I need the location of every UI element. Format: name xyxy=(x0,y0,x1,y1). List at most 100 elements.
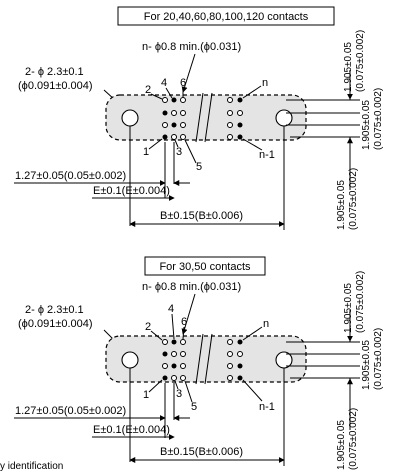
top-right-dim-3a: 1.905±0.05 xyxy=(336,180,347,230)
top-pin xyxy=(162,122,168,128)
bottom-pin-leader xyxy=(242,379,263,402)
bottom-pin xyxy=(180,351,186,357)
top-right-dim-1a: 1.905±0.05 xyxy=(343,42,354,92)
bottom-right-extension xyxy=(286,341,360,379)
top-pin-leader xyxy=(165,87,173,99)
bottom-pin-label-4: 4 xyxy=(168,303,174,315)
top-pin-label-1: 1 xyxy=(143,146,149,158)
bottom-right-dim-2b: (0.075±0.002) xyxy=(373,328,384,390)
top-pin xyxy=(227,110,233,116)
bottom-right-dim-1b: (0.075±0.002) xyxy=(355,271,366,333)
bottom-right-dim-1a: 1.905±0.05 xyxy=(343,283,354,333)
bottom-break-mark xyxy=(195,333,213,385)
bottom-title-box xyxy=(144,256,266,276)
bottom-pin-6 xyxy=(180,339,186,345)
bottom-pin-leader xyxy=(148,379,163,393)
top-right-dim-2a: 1.905±0.05 xyxy=(361,100,372,150)
top-drawing: For 20,40,60,80,100,120 contacts n- ϕ0.8… xyxy=(14,6,384,230)
bottom-pin-4 xyxy=(171,339,177,345)
bottom-pin xyxy=(227,375,233,381)
bottom-dim-b-label: B±0.15(B±0.006) xyxy=(160,446,243,458)
bottom-pin-array xyxy=(162,339,243,381)
top-pin-hole-leader xyxy=(181,53,196,93)
top-pin-n xyxy=(237,97,243,103)
top-mount-hole-left xyxy=(121,109,139,127)
bottom-pin-label-2: 2 xyxy=(145,321,151,333)
bottom-pin-leader xyxy=(171,313,175,340)
bottom-pin xyxy=(180,363,186,369)
bottom-pin-label-6: 6 xyxy=(181,316,187,328)
bottom-pin-hole-label: n- ϕ0.8 min.(ϕ0.031) xyxy=(142,281,241,293)
top-pin xyxy=(180,110,186,116)
bottom-pin-5 xyxy=(180,375,186,381)
bottom-pin-label-3: 3 xyxy=(176,388,182,400)
bottom-extension-lines xyxy=(129,368,285,466)
bottom-pin xyxy=(227,351,233,357)
top-title-box xyxy=(117,6,335,26)
top-pin xyxy=(237,122,243,128)
top-pin xyxy=(237,110,243,116)
bottom-mount-hole-label-1: 2- ϕ 2.3±0.1 xyxy=(25,304,84,316)
bottom-pin-leader xyxy=(150,330,163,341)
bottom-pin-label-n-1: n-1 xyxy=(259,401,275,413)
bottom-pin-2 xyxy=(162,339,168,345)
top-pin-leader xyxy=(148,138,163,150)
top-break-mark xyxy=(195,92,213,143)
top-pin xyxy=(227,134,233,140)
top-mount-hole-label-1: 2- ϕ 2.3±0.1 xyxy=(25,66,84,78)
top-connector-outline xyxy=(105,94,307,141)
top-pin-label-n: n xyxy=(262,77,268,89)
top-pin xyxy=(162,110,168,116)
top-dim-b-label: B±0.15(B±0.006) xyxy=(160,210,243,222)
top-right-extension xyxy=(286,99,360,138)
footer-note: y identification xyxy=(0,461,63,472)
bottom-pin-leader xyxy=(184,380,193,403)
top-pin-label-6: 6 xyxy=(180,77,186,89)
top-dim-e-label: E±0.1(E±0.004) xyxy=(93,185,170,197)
top-pin-label-2: 2 xyxy=(145,84,151,96)
bottom-drawing: For 30,50 contacts n- ϕ0.8 min.(ϕ0.031) … xyxy=(14,256,384,470)
bottom-pin xyxy=(162,351,168,357)
top-pin-leader xyxy=(242,138,263,151)
top-pin-label-n-1: n-1 xyxy=(259,149,275,161)
bottom-right-dim-2a: 1.905±0.05 xyxy=(361,340,372,390)
bottom-pin-leader xyxy=(242,326,263,341)
bottom-right-dim-3b: (0.075±0.002) xyxy=(348,408,359,470)
bottom-title: For 30,50 contacts xyxy=(159,261,251,273)
top-pin-2 xyxy=(162,97,168,103)
top-pin-label-3: 3 xyxy=(176,146,182,158)
top-pin-hole-label: n- ϕ0.8 min.(ϕ0.031) xyxy=(142,41,241,53)
bottom-pitch-label: 1.27±0.05(0.05±0.002) xyxy=(15,405,126,417)
bottom-pin-leader xyxy=(182,326,185,340)
top-pin-label-5: 5 xyxy=(196,161,202,173)
top-pin xyxy=(171,122,177,128)
top-pin-1 xyxy=(162,134,168,140)
top-pitch-label: 1.27±0.05(0.05±0.002) xyxy=(15,170,126,182)
bottom-right-dim-3a: 1.905±0.05 xyxy=(336,420,347,470)
bottom-pin-1 xyxy=(162,375,168,381)
top-pin xyxy=(227,97,233,103)
bottom-pin xyxy=(171,363,177,369)
bottom-pin xyxy=(227,339,233,345)
top-pin-3 xyxy=(171,134,177,140)
top-pin-n-1 xyxy=(237,134,243,140)
top-pin-5 xyxy=(180,134,186,140)
top-mount-hole-label-2: (ϕ0.091±0.004) xyxy=(18,80,93,92)
top-pin-leader xyxy=(242,85,262,99)
bottom-pin xyxy=(162,363,168,369)
bottom-pin xyxy=(227,363,233,369)
top-pin xyxy=(180,122,186,128)
bottom-pin-leader xyxy=(174,380,179,390)
top-pin-label-4: 4 xyxy=(161,77,167,89)
top-pin-6 xyxy=(180,97,186,103)
bottom-dim-e-label: E±0.1(E±0.004) xyxy=(93,424,170,436)
top-title: For 20,40,60,80,100,120 contacts xyxy=(144,11,309,23)
bottom-pin xyxy=(237,351,243,357)
bottom-pin xyxy=(171,351,177,357)
bottom-pin-label-5: 5 xyxy=(191,401,197,413)
bottom-mount-hole-left xyxy=(121,351,139,369)
bottom-mount-hole-label-2: (ϕ0.091±0.004) xyxy=(18,318,93,330)
top-pin-leader xyxy=(174,139,179,148)
bottom-pin-hole-leader xyxy=(181,293,196,335)
